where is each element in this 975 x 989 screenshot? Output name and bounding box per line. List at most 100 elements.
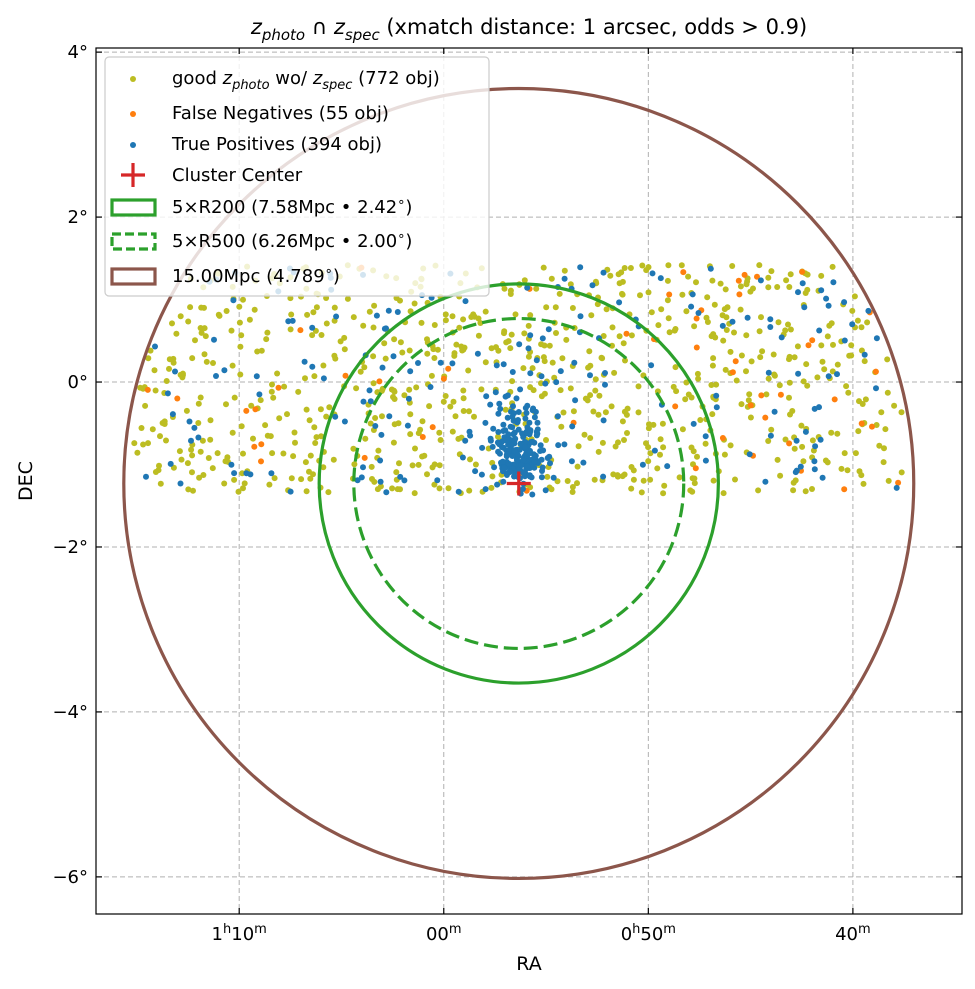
data-point — [451, 352, 458, 359]
data-point — [250, 435, 256, 442]
data-point — [479, 444, 486, 451]
data-point — [774, 284, 781, 290]
data-point — [822, 457, 829, 464]
data-point — [188, 446, 195, 453]
data-point — [509, 453, 516, 459]
y-tick-label: −6° — [52, 867, 88, 888]
data-point — [891, 402, 898, 409]
data-point — [620, 340, 627, 347]
data-point — [645, 289, 652, 296]
data-point — [787, 411, 793, 418]
data-point — [724, 304, 731, 311]
data-point — [493, 362, 500, 369]
data-point — [228, 461, 235, 468]
data-point — [732, 358, 739, 365]
data-point — [559, 355, 566, 362]
data-point — [743, 368, 749, 375]
data-point — [447, 403, 454, 410]
data-point — [691, 480, 698, 487]
data-point — [519, 430, 526, 437]
data-point — [722, 286, 729, 293]
data-point — [621, 471, 628, 478]
data-point — [777, 472, 784, 479]
text-part: good — [172, 68, 223, 89]
data-point — [688, 303, 695, 310]
data-point — [523, 410, 530, 416]
data-point — [672, 326, 679, 332]
data-point — [838, 465, 845, 472]
data-point — [424, 471, 430, 478]
data-point — [845, 389, 852, 396]
data-point — [594, 301, 601, 308]
data-point — [586, 348, 593, 355]
data-point — [500, 478, 507, 485]
data-point — [482, 308, 489, 315]
text-part: h — [223, 922, 231, 937]
data-point — [893, 484, 900, 491]
data-point — [397, 297, 403, 304]
data-point — [558, 423, 565, 430]
data-point — [569, 484, 576, 490]
data-point — [230, 297, 237, 304]
data-point — [648, 362, 655, 369]
data-point — [665, 315, 672, 322]
data-point — [713, 381, 720, 388]
data-point — [450, 398, 457, 405]
data-point — [556, 290, 563, 297]
data-point — [325, 489, 332, 496]
data-point — [518, 462, 525, 469]
data-point — [864, 319, 871, 326]
data-point — [517, 440, 524, 447]
data-point — [571, 359, 578, 366]
data-point — [793, 467, 800, 474]
data-point — [157, 433, 163, 440]
data-point — [478, 471, 485, 478]
data-point — [858, 324, 865, 331]
data-point — [472, 468, 479, 475]
data-point — [610, 471, 617, 478]
data-point — [379, 364, 386, 371]
data-point — [419, 418, 426, 425]
data-point — [424, 350, 431, 357]
data-point — [771, 408, 778, 415]
series-2 — [143, 264, 900, 498]
text-part: spec — [345, 26, 381, 44]
text-part: 50 — [640, 924, 663, 945]
text-part: z — [312, 68, 323, 89]
data-point — [246, 316, 253, 323]
data-point — [624, 430, 630, 436]
data-point — [585, 364, 592, 371]
data-point — [397, 486, 403, 493]
data-point — [527, 429, 533, 436]
data-point — [720, 490, 727, 497]
data-point — [360, 464, 366, 471]
text-part: 0 — [621, 924, 632, 945]
data-point — [534, 426, 541, 433]
data-point — [811, 466, 818, 473]
data-point — [529, 438, 536, 445]
legend: good zphoto​ wo/ zspec​ (772 obj) False N… — [104, 56, 490, 297]
data-point — [177, 480, 184, 487]
data-point — [744, 314, 751, 321]
data-point — [782, 436, 789, 443]
data-point — [505, 431, 512, 438]
data-point — [693, 315, 700, 322]
data-point — [309, 363, 316, 370]
data-point — [389, 485, 396, 492]
data-point — [748, 358, 755, 365]
text-part: m — [449, 922, 462, 937]
data-point — [504, 392, 511, 399]
data-point — [167, 460, 174, 467]
data-point — [190, 487, 196, 494]
data-point — [548, 275, 555, 282]
data-point — [767, 316, 774, 323]
data-point — [397, 473, 404, 480]
data-point — [302, 459, 309, 466]
y-tick-label: −2° — [52, 537, 88, 558]
text-part: ∘ — [325, 264, 333, 279]
data-point — [460, 387, 467, 394]
data-point — [858, 472, 865, 479]
data-point — [598, 354, 605, 361]
data-point — [553, 330, 559, 336]
data-point — [207, 436, 214, 443]
